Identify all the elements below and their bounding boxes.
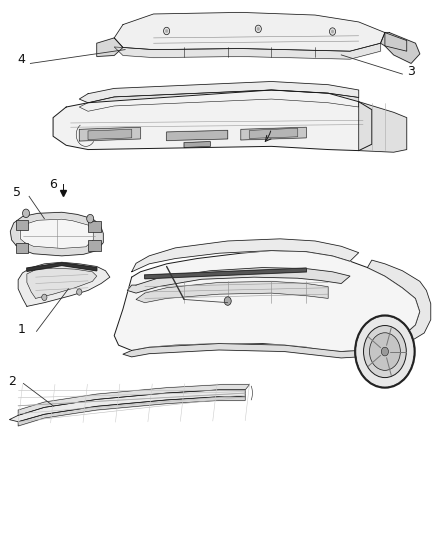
Polygon shape	[18, 262, 110, 306]
Bar	[15, 243, 28, 253]
Circle shape	[87, 214, 94, 223]
Polygon shape	[241, 127, 306, 140]
Bar	[88, 221, 101, 232]
Polygon shape	[114, 12, 385, 51]
Polygon shape	[88, 130, 132, 140]
Polygon shape	[27, 263, 97, 271]
Polygon shape	[27, 268, 97, 298]
Polygon shape	[20, 219, 93, 248]
Circle shape	[224, 297, 231, 305]
Text: 3: 3	[407, 65, 415, 78]
Polygon shape	[11, 212, 103, 256]
Polygon shape	[10, 390, 245, 422]
Polygon shape	[381, 33, 407, 51]
Text: 4: 4	[17, 53, 25, 67]
Polygon shape	[79, 90, 359, 111]
Polygon shape	[166, 131, 228, 141]
Polygon shape	[123, 344, 359, 358]
Bar	[15, 220, 28, 230]
Polygon shape	[359, 102, 407, 152]
Text: 2: 2	[9, 375, 17, 387]
Polygon shape	[18, 384, 250, 415]
Bar	[88, 240, 101, 251]
Circle shape	[165, 29, 168, 33]
Polygon shape	[127, 268, 350, 293]
Polygon shape	[136, 281, 328, 303]
Polygon shape	[79, 82, 359, 103]
Polygon shape	[385, 33, 420, 63]
Circle shape	[77, 289, 82, 295]
Circle shape	[381, 347, 389, 356]
Text: 1: 1	[18, 323, 26, 336]
Circle shape	[163, 27, 170, 35]
Polygon shape	[132, 239, 359, 272]
Circle shape	[22, 209, 29, 217]
Polygon shape	[184, 142, 210, 148]
Circle shape	[356, 316, 414, 387]
Polygon shape	[97, 38, 123, 56]
Text: 5: 5	[13, 187, 21, 199]
Polygon shape	[250, 128, 297, 139]
Polygon shape	[79, 127, 141, 141]
Circle shape	[329, 28, 336, 35]
Circle shape	[331, 30, 334, 33]
Circle shape	[257, 27, 260, 30]
Circle shape	[255, 25, 261, 33]
Circle shape	[370, 333, 400, 370]
Polygon shape	[145, 268, 306, 279]
Polygon shape	[18, 397, 245, 426]
Polygon shape	[114, 251, 420, 352]
Polygon shape	[114, 43, 381, 59]
Text: 6: 6	[49, 178, 57, 191]
Polygon shape	[359, 260, 431, 357]
Polygon shape	[53, 90, 372, 151]
Circle shape	[42, 294, 47, 301]
Circle shape	[364, 326, 406, 377]
